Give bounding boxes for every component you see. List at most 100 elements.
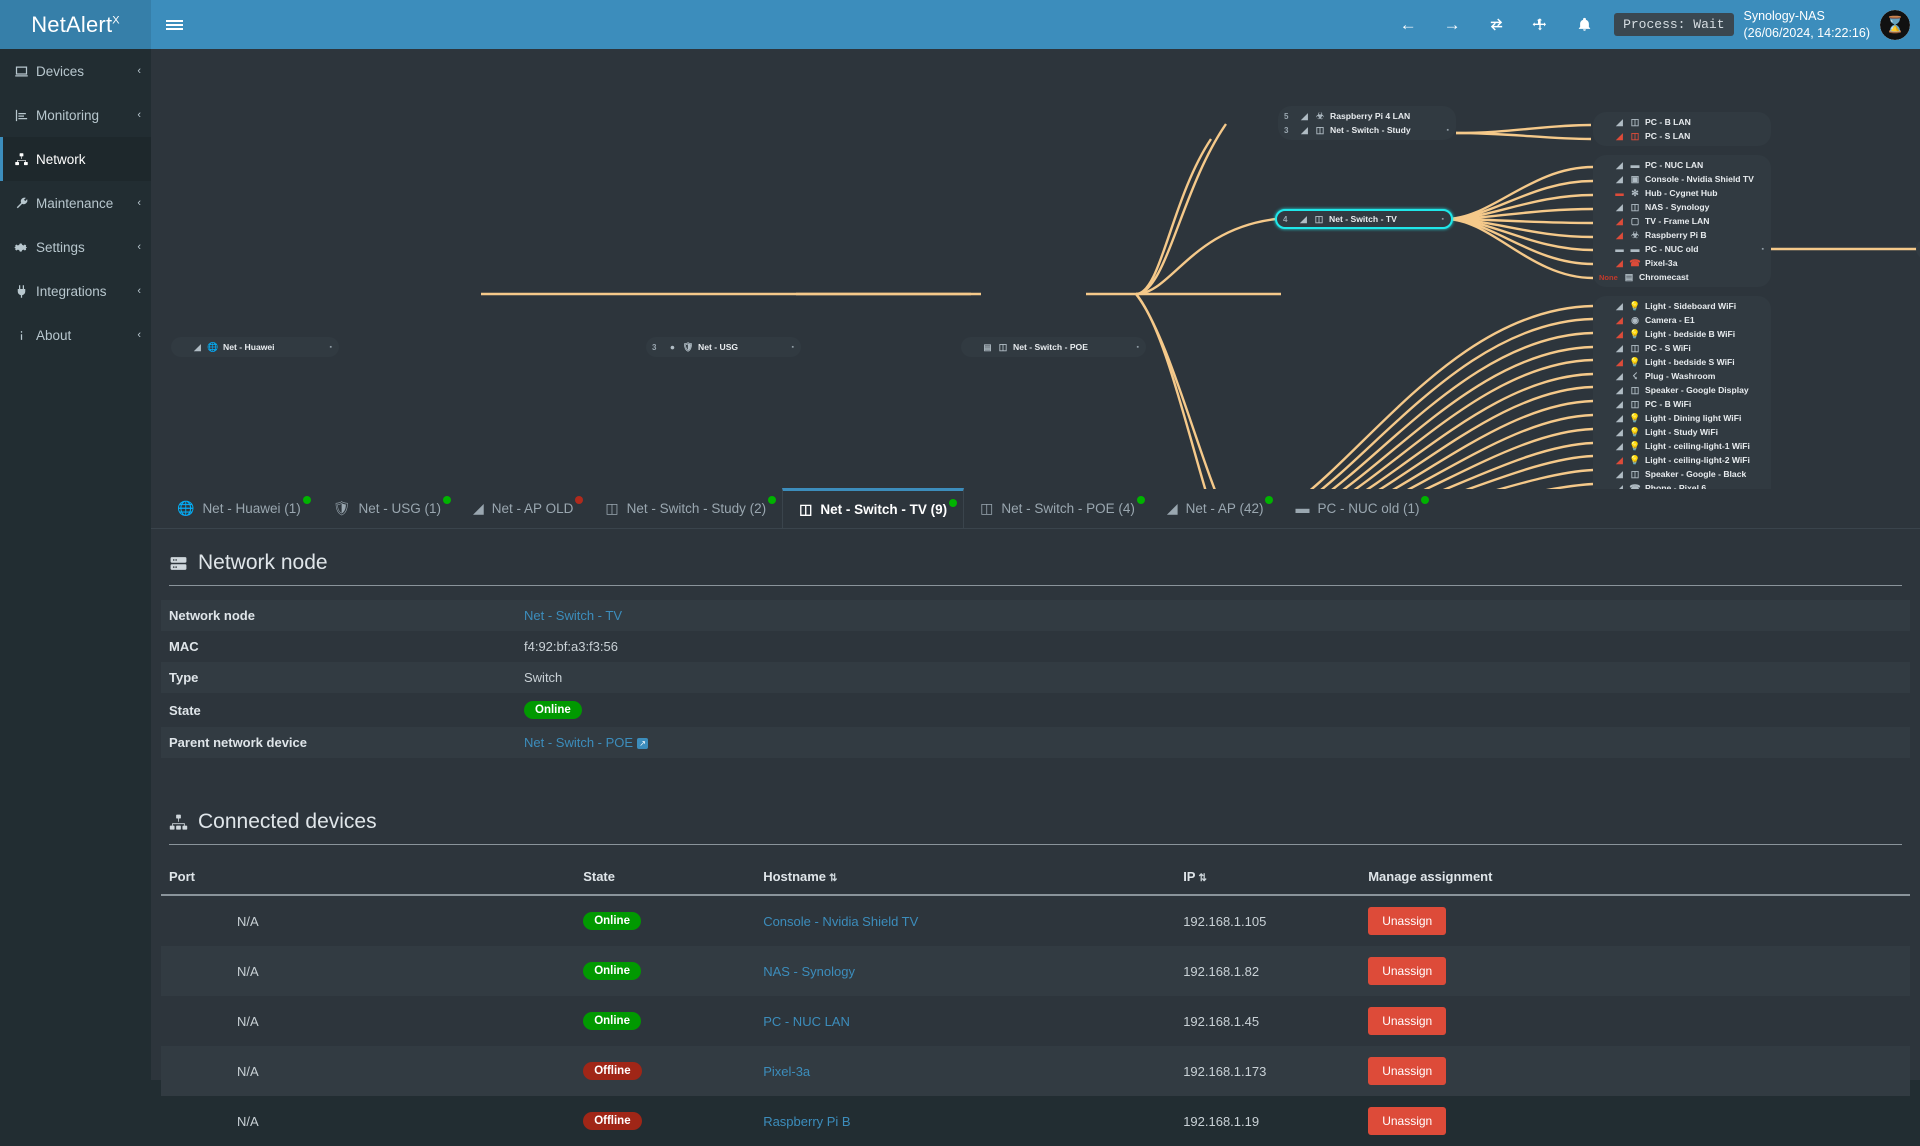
sync-icon[interactable] — [1474, 0, 1518, 49]
map-node-vm-nixos[interactable]: ◢ ▬ VM - NixOS — [1916, 239, 1920, 259]
device-link[interactable]: Pixel-3a — [763, 1063, 811, 1079]
tab-net-switch-tv[interactable]: ◫ Net - Switch - TV (9) — [782, 488, 965, 528]
map-node-switch-tv-selected[interactable]: 4 ◢ ◫ Net - Switch - TV ▪ — [1275, 209, 1453, 229]
map-node-row[interactable]: ◢ 💡 Light - ceiling-light-1 WiFi — [1593, 439, 1771, 453]
map-node-huawei[interactable]: ◢ 🌐 Net - Huawei ▪ — [171, 337, 339, 357]
tab-net-switch-study[interactable]: ◫ Net - Switch - Study (2) — [589, 488, 782, 528]
map-node-row[interactable]: 5 ◢ ☣ Raspberry Pi 4 LAN — [1278, 109, 1456, 123]
map-node-usg[interactable]: 3 ● 🛡 Net - USG ▪ — [646, 337, 801, 357]
table-row[interactable]: N/A Online Console - Nvidia Shield TV 19… — [161, 895, 1910, 946]
sort-icon[interactable]: ⇅ — [829, 873, 838, 884]
map-group-pc-lan[interactable]: ◢ ◫ PC - B LAN ◢ ◫ PC - S LAN — [1593, 112, 1771, 146]
map-node-row[interactable]: ◢ 💡 Light - Sideboard WiFi — [1593, 299, 1771, 313]
map-node-row[interactable]: ◢ ▣ Console - Nvidia Shield TV — [1593, 172, 1771, 186]
unassign-button[interactable]: Unassign — [1368, 957, 1447, 985]
tab-pc-nuc-old[interactable]: ▬ PC - NUC old (1) — [1279, 488, 1435, 528]
arrows-move-icon[interactable] — [1518, 0, 1562, 49]
map-node-row[interactable]: 4 ◢ ◫ Net - Switch - TV ▪ — [1277, 212, 1451, 226]
wifi-icon: ◢ — [473, 499, 484, 516]
map-node-row[interactable]: ◢ ☣ Raspberry Pi B — [1593, 228, 1771, 242]
map-node-row[interactable]: ◢ 🌐 Net - Huawei ▪ — [171, 340, 339, 354]
map-node-row[interactable]: ◢ 💡 Light - bedside B WiFi — [1593, 327, 1771, 341]
map-group-wifi-clients[interactable]: ◢ 💡 Light - Sideboard WiFi ◢ ◉ Camera - E1 ◢… — [1593, 296, 1771, 489]
network-map[interactable]: ◢ 🌐 Net - Huawei ▪ 3 ● 🛡 Net - USG ▪ ▤ ◫… — [151, 49, 1920, 489]
map-node-switch-poe[interactable]: ▤ ◫ Net - Switch - POE ▪ — [961, 337, 1146, 357]
bell-icon[interactable] — [1562, 0, 1606, 49]
status-badge: Offline — [583, 1062, 642, 1080]
device-link[interactable]: PC - NUC LAN — [763, 1013, 850, 1029]
column-header-ip[interactable]: IP ⇅ — [1175, 859, 1361, 896]
map-node-row[interactable]: ◢ 💡 Light - Dining light WiFi — [1593, 411, 1771, 425]
map-node-row[interactable]: ◢ 💡 Light - Study WiFi — [1593, 425, 1771, 439]
map-node-row[interactable]: ◢ ◫ Speaker - Google - Black — [1593, 467, 1771, 481]
unassign-button[interactable]: Unassign — [1368, 1057, 1447, 1085]
app-logo[interactable]: NetAlertX — [0, 0, 151, 49]
map-node-label: NAS - Synology — [1645, 202, 1710, 212]
map-node-row[interactable]: ◢ 💡 Light - bedside S WiFi — [1593, 355, 1771, 369]
map-node-row[interactable]: ▬ ▬ PC - NUC old ▪ — [1593, 242, 1771, 256]
map-node-row[interactable]: ◢ ☎ Phone - Pixel 6 — [1593, 481, 1771, 490]
map-node-row[interactable]: 3 ● 🛡 Net - USG ▪ — [646, 340, 801, 354]
network-node-link[interactable]: Net - Switch - TV — [524, 608, 623, 623]
tab-net-huawei[interactable]: 🌐 Net - Huawei (1) — [161, 488, 317, 528]
sidebar-item-maintenance[interactable]: Maintenance ‹ — [0, 181, 151, 225]
avatar[interactable]: ⌛ — [1880, 9, 1910, 40]
column-header-port[interactable]: Port — [161, 859, 576, 896]
connected-devices-title: Connected devices — [161, 788, 1910, 844]
map-node-row[interactable]: ◢ ▬ VM - NixOS — [1916, 242, 1920, 256]
arrow-left-icon[interactable]: ← — [1399, 14, 1417, 34]
external-link-icon[interactable]: ↗ — [637, 738, 649, 749]
tab-net-switch-poe[interactable]: ◫ Net - Switch - POE (4) — [964, 488, 1151, 528]
unassign-button[interactable]: Unassign — [1368, 907, 1447, 935]
map-node-row[interactable]: ◢ ◫ NAS - Synology — [1593, 200, 1771, 214]
unassign-button[interactable]: Unassign — [1368, 1107, 1447, 1135]
device-link[interactable]: Raspberry Pi B — [763, 1113, 851, 1129]
map-node-label: PC - S LAN — [1645, 131, 1691, 141]
map-node-row[interactable]: ◢ ▬ PC - NUC LAN — [1593, 158, 1771, 172]
sidebar-item-about[interactable]: About ‹ — [0, 313, 151, 357]
map-node-row[interactable]: ◢ ☇ Plug - Washroom — [1593, 369, 1771, 383]
map-node-row[interactable]: ◢ ▢ TV - Frame LAN — [1593, 214, 1771, 228]
sidebar-label-about: About — [36, 327, 72, 343]
map-node-row[interactable]: ◢ ☎ Pixel-3a — [1593, 256, 1771, 270]
user-info[interactable]: Synology-NAS (26/06/2024, 14:22:16) — [1742, 8, 1881, 42]
sort-icon[interactable]: ⇅ — [1198, 873, 1207, 884]
sidebar-item-settings[interactable]: Settings ‹ — [0, 225, 151, 269]
map-node-row[interactable]: ◢ ◫ PC - B LAN — [1593, 115, 1771, 129]
map-node-row[interactable]: None ▤ Chromecast — [1593, 270, 1771, 284]
tab-net-usg[interactable]: 🛡 Net - USG (1) — [317, 488, 457, 528]
unassign-button[interactable]: Unassign — [1368, 1007, 1447, 1035]
map-node-row[interactable]: ◢ ◫ PC - S LAN — [1593, 129, 1771, 143]
tab-net-ap[interactable]: ◢ Net - AP (42) — [1151, 488, 1280, 528]
map-node-row[interactable]: ◢ 💡 Light - ceiling-light-2 WiFi — [1593, 453, 1771, 467]
sidebar-item-monitoring[interactable]: Monitoring ‹ — [0, 93, 151, 137]
map-node-row[interactable]: ◢ ◫ PC - S WiFi — [1593, 341, 1771, 355]
device-link[interactable]: Console - Nvidia Shield TV — [763, 913, 919, 929]
parent-device-link[interactable]: Net - Switch - POE — [524, 735, 634, 750]
map-group-switch-tv-children[interactable]: ◢ ▬ PC - NUC LAN ◢ ▣ Console - Nvidia Shield… — [1593, 155, 1771, 287]
table-row[interactable]: N/A Offline Pixel-3a 192.168.1.173 Unass… — [161, 1046, 1910, 1096]
map-node-row[interactable]: 3 ◢ ◫ Net - Switch - Study ▪ — [1278, 123, 1456, 137]
map-node-label: Light - bedside S WiFi — [1645, 357, 1735, 367]
map-node-row[interactable]: ◢ ◫ Speaker - Google Display — [1593, 383, 1771, 397]
sidebar-item-integrations[interactable]: Integrations ‹ — [0, 269, 151, 313]
map-node-row[interactable]: ▤ ◫ Net - Switch - POE ▪ — [961, 340, 1146, 354]
sidebar-item-devices[interactable]: Devices ‹ — [0, 49, 151, 93]
tab-net-ap-old[interactable]: ◢ Net - AP OLD — [457, 488, 589, 528]
map-node-row[interactable]: ▬ ✻ Hub - Cygnet Hub — [1593, 186, 1771, 200]
device-link[interactable]: NAS - Synology — [763, 963, 855, 979]
column-header-state[interactable]: State — [575, 859, 756, 896]
map-group-study[interactable]: 5 ◢ ☣ Raspberry Pi 4 LAN 3 ◢ ◫ Net - Swi… — [1278, 106, 1456, 140]
column-header-hostname[interactable]: Hostname ⇅ — [755, 859, 1176, 896]
table-row[interactable]: N/A Online PC - NUC LAN 192.168.1.45 Una… — [161, 996, 1910, 1046]
map-node-label: Light - bedside B WiFi — [1645, 329, 1736, 339]
map-node-tail-icon: ▪ — [329, 343, 332, 351]
table-row[interactable]: N/A Offline Raspberry Pi B 192.168.1.19 … — [161, 1096, 1910, 1146]
arrow-right-icon[interactable]: → — [1443, 14, 1461, 34]
sidebar-item-network[interactable]: Network — [0, 137, 151, 181]
hamburger-icon[interactable] — [151, 0, 197, 49]
map-node-row[interactable]: ◢ ◫ PC - B WiFi — [1593, 397, 1771, 411]
map-node-label: PC - B LAN — [1645, 117, 1691, 127]
table-row[interactable]: N/A Online NAS - Synology 192.168.1.82 U… — [161, 946, 1910, 996]
map-node-row[interactable]: ◢ ◉ Camera - E1 — [1593, 313, 1771, 327]
